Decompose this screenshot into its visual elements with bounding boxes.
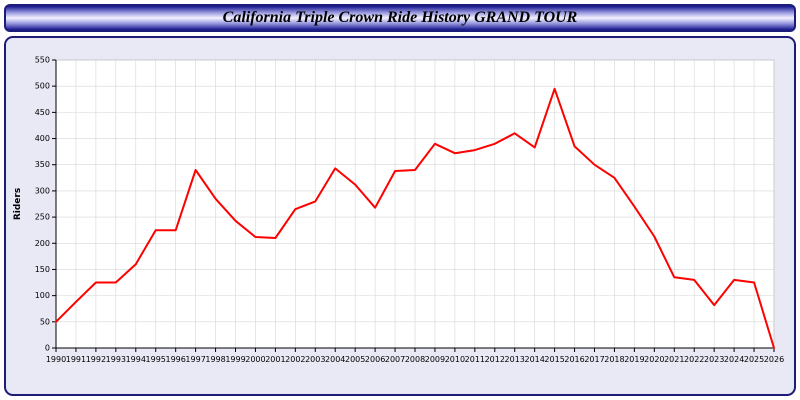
y-tick-label: 550 [35,56,50,65]
x-tick-label: 1991 [66,355,86,364]
x-tick-label: 2024 [724,355,744,364]
x-tick-label: 2009 [425,355,445,364]
y-tick-label: 400 [35,134,50,143]
y-tick-label: 250 [35,213,50,222]
y-tick-label: 500 [35,82,50,91]
y-tick-label: 100 [35,291,50,300]
y-tick-label: 200 [35,239,50,248]
x-tick-label: 2026 [764,355,784,364]
chart-panel: 0 50 100 150 200 250 300 350 400 450 500 550 1990 199… [4,36,796,396]
x-tick-label: 1999 [225,355,245,364]
x-tick-label: 2015 [544,355,564,364]
riders-line-series [55,87,775,349]
x-tick-label: 2001 [265,355,285,364]
x-tick-label: 2019 [624,355,644,364]
x-tick-label: 2022 [684,355,704,364]
x-tick-label: 1994 [126,355,146,364]
y-tick-label: 450 [35,108,50,117]
x-tick-label: 1998 [205,355,225,364]
x-tick-label: 2013 [505,355,525,364]
x-tick-label: 2016 [564,355,584,364]
y-tick-label: 300 [35,186,50,195]
y-tick-label: 50 [40,317,50,326]
x-tick-label: 2023 [704,355,724,364]
x-tick-label: 2010 [445,355,465,364]
y-axis-title: Riders [13,188,23,220]
y-tick-label: 0 [45,344,50,353]
x-tick-label: 1995 [146,355,166,364]
x-tick-label: 2007 [385,355,405,364]
x-tick-label: 2000 [245,355,265,364]
x-tick-label: 2017 [584,355,604,364]
x-tick-label: 1990 [46,355,66,364]
x-tick-label: 2025 [744,355,764,364]
x-tick-label: 2011 [465,355,485,364]
y-tick-label: 350 [35,160,50,169]
x-tick-label: 1997 [185,355,205,364]
y-tick-label: 150 [35,265,50,274]
x-tick-label: 2018 [604,355,624,364]
x-tick-label: 2014 [524,355,544,364]
x-tick-label: 1996 [165,355,185,364]
x-tick-label: 2003 [305,355,325,364]
x-tick-label: 1993 [106,355,126,364]
x-tick-label: 2005 [345,355,365,364]
x-tick-label: 2002 [285,355,305,364]
x-tick-label: 2004 [325,355,345,364]
chart-title: California Triple Crown Ride History GRA… [222,9,578,26]
x-tick-label: 2020 [644,355,664,364]
x-tick-label: 1992 [86,355,106,364]
chart-title-bar: California Triple Crown Ride History GRA… [4,4,796,32]
x-tick-label: 2021 [664,355,684,364]
x-tick-label: 2006 [365,355,385,364]
x-tick-label: 2012 [485,355,505,364]
x-tick-label: 2008 [405,355,425,364]
